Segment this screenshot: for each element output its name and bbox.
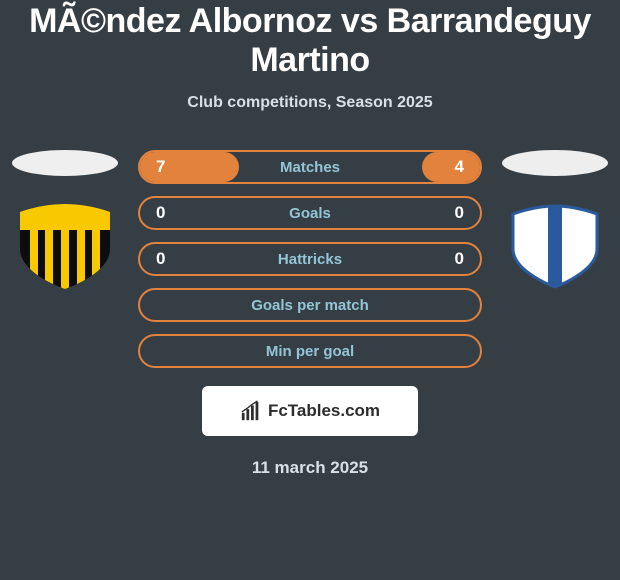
- logo-text: FcTables.com: [268, 401, 380, 421]
- player-right-head-icon: [502, 150, 608, 176]
- stat-fill-right: [422, 152, 480, 182]
- fctables-link[interactable]: FcTables.com: [202, 386, 418, 436]
- stat-row: 0 0 Goals: [138, 196, 482, 230]
- stat-label: Min per goal: [266, 343, 354, 360]
- stat-fill-left: [140, 152, 239, 182]
- club-badge-right-icon: [505, 204, 605, 289]
- bar-chart-icon: [240, 400, 262, 422]
- stat-label: Goals per match: [251, 297, 369, 314]
- player-left-head-icon: [12, 150, 118, 176]
- stat-row: Min per goal: [138, 334, 482, 368]
- stat-label: Goals: [289, 205, 331, 222]
- page-title: MÃ©ndez Albornoz vs Barrandeguy Martino: [0, 2, 620, 80]
- stat-value-left: 0: [156, 249, 165, 269]
- stat-row: 0 0 Hattricks: [138, 242, 482, 276]
- right-player-side: [500, 150, 610, 289]
- subtitle: Club competitions, Season 2025: [0, 94, 620, 112]
- stat-row: Goals per match: [138, 288, 482, 322]
- stat-value-right: 4: [455, 157, 464, 177]
- left-player-side: [10, 150, 120, 289]
- date-text: 11 march 2025: [0, 458, 620, 478]
- comparison-panel: 7 4 Matches 0 0 Goals 0 0 Hattricks Goals per mat…: [0, 150, 620, 368]
- stats-list: 7 4 Matches 0 0 Goals 0 0 Hattricks Goals per mat…: [138, 150, 482, 368]
- stat-value-right: 0: [455, 249, 464, 269]
- stat-label: Matches: [280, 159, 340, 176]
- stat-row: 7 4 Matches: [138, 150, 482, 184]
- stat-value-left: 0: [156, 203, 165, 223]
- stat-label: Hattricks: [278, 251, 342, 268]
- stat-value-right: 0: [455, 203, 464, 223]
- stat-value-left: 7: [156, 157, 165, 177]
- club-badge-left-icon: [15, 204, 115, 289]
